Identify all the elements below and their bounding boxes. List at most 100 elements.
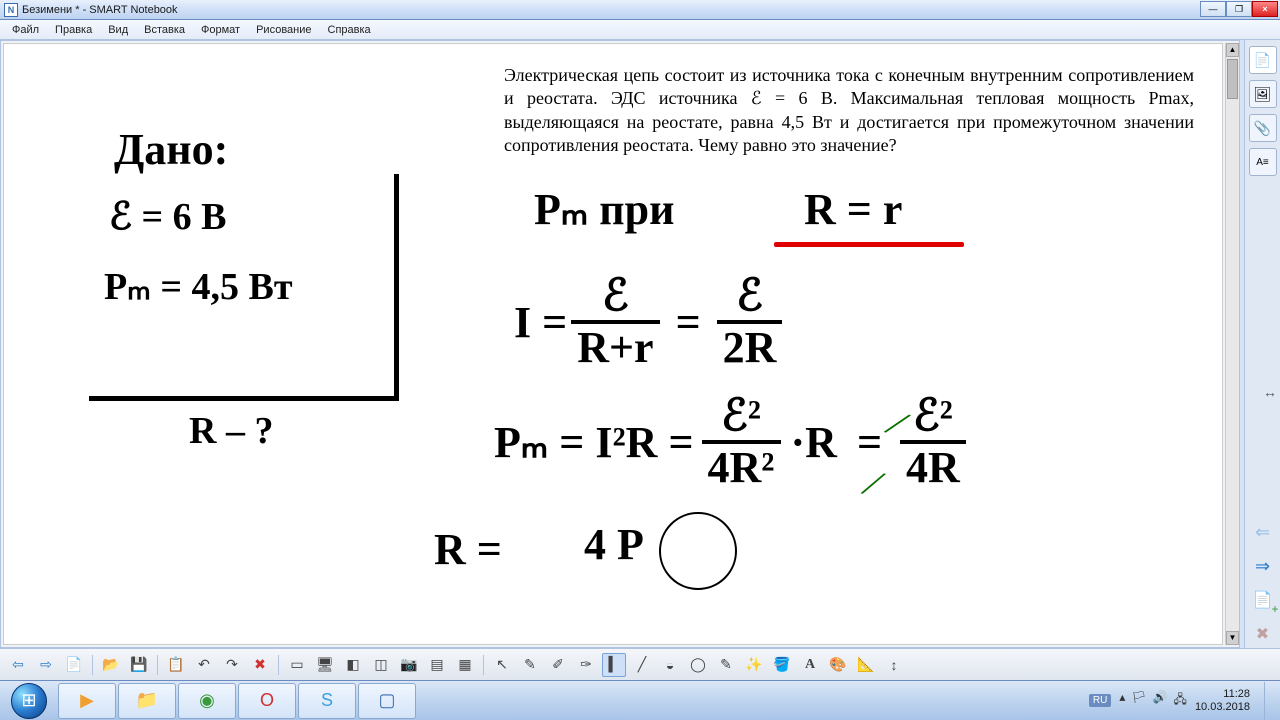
clock-date: 10.03.2018 [1195,701,1250,713]
clock[interactable]: 11:28 10.03.2018 [1195,688,1250,712]
frac-4: ℰ² 4R [900,394,966,490]
tb-table[interactable]: ▦ [453,653,477,677]
tb-fill[interactable]: 🪣 [770,653,794,677]
prev-page-button[interactable]: ⇐ [1249,518,1277,546]
page-sorter-tab[interactable]: 📄 [1249,46,1277,74]
frac-3: ℰ² 4R² [702,394,781,490]
tray-icon-2[interactable]: 🔊 [1153,690,1168,711]
frac-1: ℰ R+r [571,274,659,370]
menu-edit[interactable]: Правка [47,22,100,38]
scroll-down-icon[interactable]: ▼ [1226,631,1239,645]
tb-calligraphy-pen[interactable]: ✑ [574,653,598,677]
tb-prev-page[interactable]: ⇦ [6,653,30,677]
page-canvas[interactable]: Электрическая цепь состоит из источника … [3,43,1223,645]
tb-capture[interactable]: 📷 [397,653,421,677]
hand-vline [394,174,399,399]
delete-page-button[interactable]: ✖ [1249,620,1277,648]
minimize-button[interactable]: — [1200,1,1226,17]
window-controls: — ❐ × [1200,1,1278,17]
tb-line[interactable]: ╱ [630,653,654,677]
tb-eraser[interactable]: ◒ [658,653,682,677]
hand-hline [89,396,399,401]
tb-select[interactable]: ↖ [490,653,514,677]
hand-I-equation: I = ℰ R+r = ℰ 2R [514,274,786,370]
taskbar-app-opera[interactable]: O [238,683,296,719]
tb-save[interactable]: 💾 [127,653,151,677]
menu-insert[interactable]: Вставка [136,22,193,38]
tb-highlighter[interactable]: ▍ [602,653,626,677]
tb-magic-pen[interactable]: ✨ [742,653,766,677]
menu-help[interactable]: Справка [320,22,379,38]
tb-move-toolbar[interactable]: ↕ [882,653,906,677]
scroll-up-icon[interactable]: ▲ [1226,43,1239,57]
scroll-thumb[interactable] [1227,59,1238,99]
close-button[interactable]: × [1252,1,1278,17]
hand-pm-at: Pₘ при [534,184,674,235]
tb-delete[interactable]: ✖ [248,653,272,677]
tb-open[interactable]: 📂 [99,653,123,677]
tb-measure[interactable]: 📐 [854,653,878,677]
hand-R-eq-r: R = r [804,184,902,235]
taskbar-app-explorer[interactable]: 📁 [118,683,176,719]
hand-emf: ℰ = 6 В [109,194,227,239]
vertical-scrollbar[interactable]: ▲ ▼ [1225,43,1239,645]
tb-text[interactable]: A [798,653,822,677]
tb-shape-recognition[interactable]: ✎ [714,653,738,677]
hand-red-underline [774,242,964,247]
tb-creative-pen[interactable]: ✐ [546,653,570,677]
side-panel: 📄 🖼 📎 A≡ ↔ ⇐ ⇒ 📄+ ✖ [1244,40,1280,648]
pen-cursor-circle [659,512,737,590]
hand-4P: 4 P [584,519,644,570]
gallery-tab[interactable]: 🖼 [1249,80,1277,108]
tb-transparent[interactable]: ◧ [341,653,365,677]
tb-doc-cam[interactable]: ▤ [425,653,449,677]
tb-pen[interactable]: ✎ [518,653,542,677]
menu-draw[interactable]: Рисование [248,22,319,38]
tb-dual-page[interactable]: ◫ [369,653,393,677]
taskbar-app-smart-notebook[interactable]: ▢ [358,683,416,719]
tb-sep [92,655,93,675]
menu-bar: Файл Правка Вид Вставка Формат Рисование… [0,20,1280,40]
tb-undo[interactable]: ↶ [192,653,216,677]
tb-screen-shade[interactable]: ▭ [285,653,309,677]
tb-sep [157,655,158,675]
tb-add-page[interactable]: 📄 [62,653,86,677]
tray-icon-0[interactable]: ▴ [1119,690,1125,711]
hand-given-label: Дано: [114,124,228,175]
tb-next-page[interactable]: ⇨ [34,653,58,677]
expand-panel-icon[interactable]: ↔ [1262,380,1278,404]
tray-icon-1[interactable]: 🏳 [1131,690,1146,711]
tb-paste[interactable]: 📋 [164,653,188,677]
tb-properties[interactable]: 🎨 [826,653,850,677]
next-page-button[interactable]: ⇒ [1249,552,1277,580]
tb-full-screen[interactable]: 🖥 [313,653,337,677]
taskbar-app-media-player[interactable]: ▶ [58,683,116,719]
app-icon: N [4,3,18,17]
taskbar-app-skype[interactable]: S [298,683,356,719]
menu-file[interactable]: Файл [4,22,47,38]
add-page-button[interactable]: 📄+ [1249,586,1277,614]
tb-sep [278,655,279,675]
I-eq-label: I = [514,297,567,348]
tb-redo[interactable]: ↷ [220,653,244,677]
problem-text: Электрическая цепь состоит из источника … [504,64,1194,158]
hand-find: R – ? [189,409,273,453]
start-button[interactable]: ⊞ [2,682,56,720]
menu-view[interactable]: Вид [100,22,136,38]
maximize-button[interactable]: ❐ [1226,1,1252,17]
language-indicator[interactable]: RU [1089,694,1111,707]
bottom-toolbar: ⇦ ⇨ 📄 📂 💾 📋 ↶ ↷ ✖ ▭ 🖥 ◧ ◫ 📷 ▤ ▦ ↖ ✎ ✐ ✑ … [0,648,1280,680]
menu-format[interactable]: Формат [193,22,248,38]
windows-taskbar: ⊞ ▶📁◉OS▢ RU ▴ 🏳 🔊 🖧 11:28 10.03.2018 [0,680,1280,720]
show-desktop-button[interactable] [1264,682,1274,720]
tb-shape[interactable]: ◯ [686,653,710,677]
properties-tab[interactable]: A≡ [1249,148,1277,176]
attachments-tab[interactable]: 📎 [1249,114,1277,142]
taskbar-app-chrome[interactable]: ◉ [178,683,236,719]
system-tray: RU ▴ 🏳 🔊 🖧 11:28 10.03.2018 [1089,682,1280,720]
frac-2: ℰ 2R [717,274,783,370]
hand-R-eq: R = [434,524,502,575]
tb-sep [483,655,484,675]
tray-icon-3[interactable]: 🖧 [1174,690,1187,711]
workspace: Электрическая цепь состоит из источника … [0,40,1240,648]
